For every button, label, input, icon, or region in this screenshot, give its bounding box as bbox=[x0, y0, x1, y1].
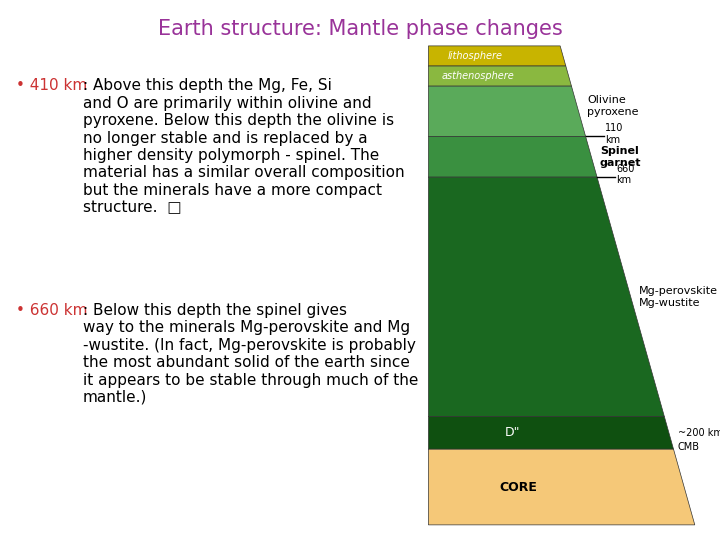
Polygon shape bbox=[428, 86, 585, 137]
Text: CORE: CORE bbox=[499, 481, 537, 494]
Polygon shape bbox=[428, 449, 695, 525]
Text: CMB: CMB bbox=[678, 442, 700, 451]
Text: Earth structure: Mantle phase changes: Earth structure: Mantle phase changes bbox=[158, 19, 562, 39]
Text: 110
km: 110 km bbox=[605, 123, 624, 145]
Polygon shape bbox=[428, 137, 597, 177]
Text: Olivine
pyroxene: Olivine pyroxene bbox=[588, 95, 639, 117]
Text: Spinel
garnet: Spinel garnet bbox=[600, 146, 642, 167]
Polygon shape bbox=[428, 66, 572, 86]
Text: D": D" bbox=[505, 427, 521, 440]
Text: Mg-perovskite
Mg-wustite: Mg-perovskite Mg-wustite bbox=[639, 286, 719, 308]
Text: : Above this depth the Mg, Fe, Si
and O are primarily within olivine and
pyroxen: : Above this depth the Mg, Fe, Si and O … bbox=[83, 78, 405, 215]
Text: • 410 km: • 410 km bbox=[16, 78, 87, 93]
Text: ~200 km above CMB: ~200 km above CMB bbox=[678, 428, 720, 438]
Text: asthenosphere: asthenosphere bbox=[441, 71, 514, 81]
Text: • 660 km: • 660 km bbox=[16, 303, 87, 318]
Polygon shape bbox=[428, 417, 673, 449]
Text: : Below this depth the spinel gives
way to the minerals Mg-perovskite and Mg
-wu: : Below this depth the spinel gives way … bbox=[83, 303, 418, 405]
Polygon shape bbox=[428, 177, 665, 417]
Text: lithosphere: lithosphere bbox=[448, 51, 503, 61]
Polygon shape bbox=[428, 46, 566, 66]
Text: 660
km: 660 km bbox=[616, 164, 635, 185]
